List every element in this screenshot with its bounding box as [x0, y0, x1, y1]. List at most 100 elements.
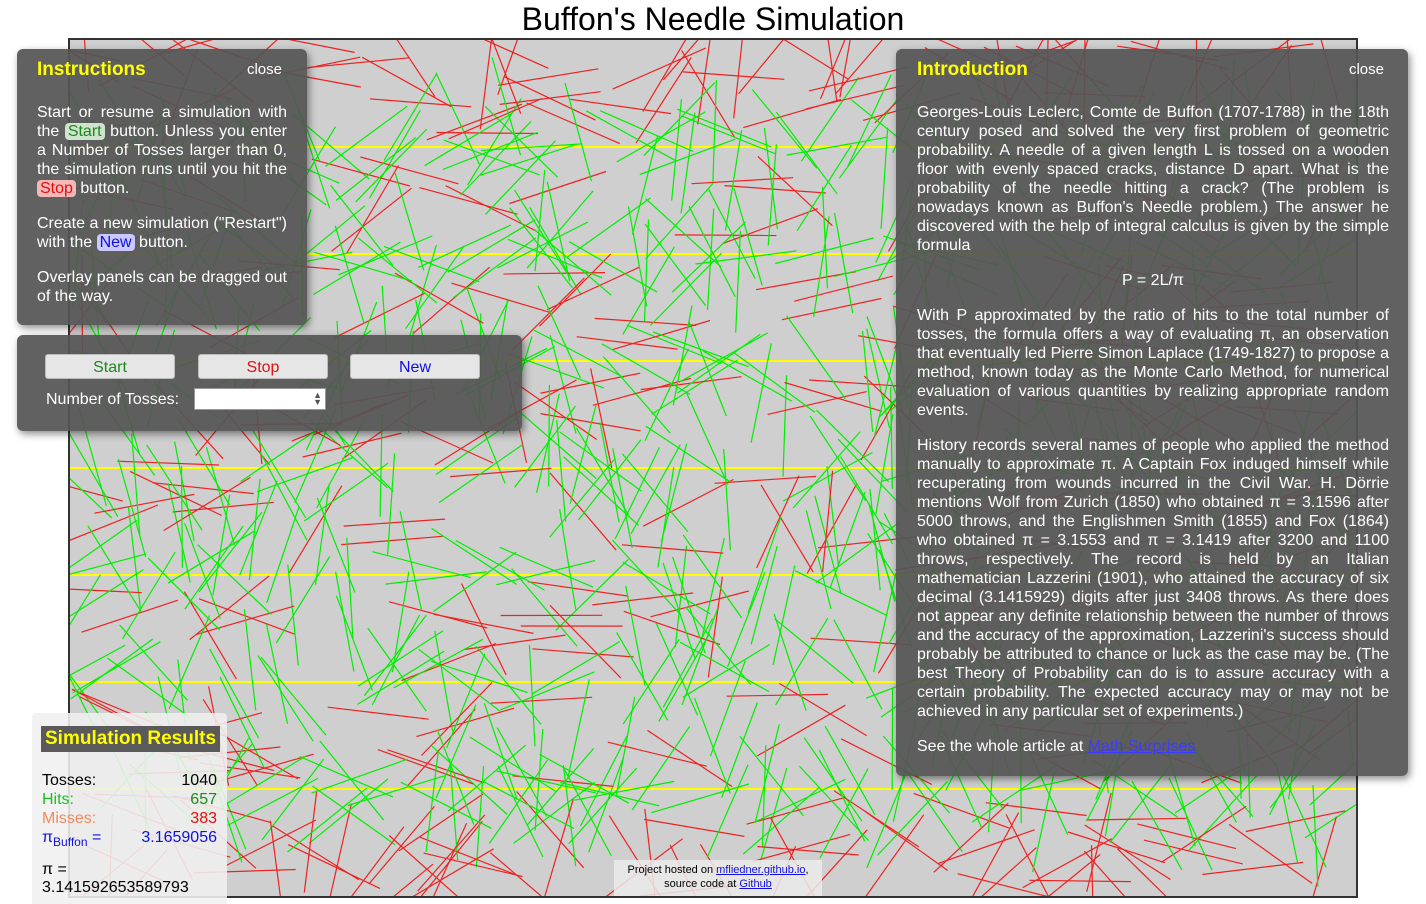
needle-miss: [393, 863, 434, 896]
needle-hit: [814, 495, 842, 595]
needle-hit: [147, 557, 221, 631]
needle-hit: [803, 737, 863, 822]
instructions-panel[interactable]: Instructions close Start or resume a sim…: [17, 49, 307, 325]
needle-miss: [1083, 850, 1126, 896]
needle-miss: [757, 704, 846, 757]
needle-miss: [781, 297, 882, 321]
needle-hit: [287, 787, 368, 853]
instructions-paragraph-1: Start or resume a simulation with the St…: [37, 104, 287, 197]
needle-miss: [343, 518, 446, 527]
needle-hit: [652, 331, 749, 368]
needle-hit: [266, 506, 300, 604]
needle-hit: [549, 458, 616, 538]
needle-miss: [433, 823, 468, 896]
introduction-panel[interactable]: Introduction close Georges-Louis Leclerc…: [896, 49, 1408, 776]
needle-miss: [423, 852, 523, 878]
needle-hit: [431, 527, 517, 585]
needle-hit: [567, 197, 651, 258]
needle-miss: [594, 317, 697, 326]
introduction-close-button[interactable]: close: [1348, 61, 1384, 78]
needle-hit: [513, 781, 596, 844]
needle-hit: [643, 219, 650, 322]
needle-miss: [810, 637, 912, 646]
github-link[interactable]: Github: [739, 878, 772, 890]
needle-miss: [288, 485, 343, 574]
needle-hit: [559, 509, 577, 610]
needle-miss: [809, 379, 911, 388]
needle-miss: [752, 833, 851, 863]
needle-miss: [302, 432, 402, 458]
needle-miss: [152, 482, 254, 495]
needle-hit: [260, 656, 327, 736]
needle-miss: [497, 68, 599, 86]
needle-hit: [534, 169, 546, 272]
needle-hit: [688, 205, 736, 298]
needle-miss: [738, 40, 784, 95]
instructions-close-button[interactable]: close: [246, 61, 282, 78]
needle-hit: [742, 786, 820, 855]
needle-hit: [496, 727, 548, 817]
needle-hit: [227, 777, 319, 826]
needle-hit: [682, 534, 743, 619]
introduction-see-article: See the whole article at Math Surprises: [917, 738, 1196, 755]
needle-hit: [252, 430, 307, 519]
needle-hit: [316, 497, 356, 593]
needle-miss: [1084, 824, 1171, 881]
needle-miss: [460, 583, 507, 676]
stop-tag: Stop: [37, 180, 76, 197]
needle-miss: [783, 40, 849, 80]
needle-hit: [453, 237, 537, 299]
needle-hit: [630, 444, 681, 534]
introduction-title: Introduction: [917, 59, 1028, 80]
math-surprises-link[interactable]: Math Surprises: [1087, 738, 1196, 755]
needle-hit: [735, 230, 741, 333]
needle-hit: [559, 431, 643, 492]
needle-hit: [72, 641, 161, 694]
needle-hit: [399, 511, 423, 611]
needle-hit: [325, 105, 408, 167]
stop-button[interactable]: Stop: [198, 354, 328, 379]
needle-miss: [189, 575, 270, 641]
start-button[interactable]: Start: [45, 354, 175, 379]
needle-miss: [81, 599, 179, 633]
needle-hit: [532, 641, 621, 695]
needle-miss: [864, 810, 949, 871]
needle-hit: [751, 89, 818, 169]
needle-hit: [1131, 781, 1183, 871]
needle-hit: [626, 324, 722, 365]
new-button[interactable]: New: [350, 354, 480, 379]
needle-hit: [70, 433, 119, 517]
github-io-link[interactable]: mfliedner.github.io: [716, 864, 806, 876]
needle-miss: [779, 682, 868, 737]
needle-miss: [623, 610, 721, 646]
needle-miss: [509, 170, 607, 205]
needle-miss: [269, 820, 281, 896]
needle-miss: [419, 187, 518, 215]
needle-hit: [275, 556, 331, 644]
needle-hit: [818, 749, 866, 842]
needle-hit: [819, 768, 869, 859]
stepper-icon[interactable]: ▲ ▼: [313, 390, 322, 407]
needle-hit: [447, 219, 536, 273]
results-panel[interactable]: Simulation Results Tosses: 1040 Hits: 65…: [32, 713, 227, 904]
needle-miss: [512, 775, 614, 787]
needle-hit: [680, 112, 696, 214]
needle-hit: [651, 359, 738, 415]
needle-hit: [772, 565, 796, 666]
needle-hit: [786, 315, 846, 400]
needle-hit: [724, 130, 743, 231]
hits-label: Hits:: [42, 791, 74, 808]
needle-miss: [865, 814, 925, 896]
needle-miss: [394, 272, 484, 324]
needle-miss: [272, 825, 360, 881]
controls-panel[interactable]: Start Stop New Number of Tosses: ▲ ▼: [17, 335, 522, 431]
needle-miss: [570, 98, 672, 115]
needle-hit: [316, 418, 366, 509]
needle-hit: [355, 128, 428, 203]
needle-hit: [546, 181, 571, 282]
needle-hit: [121, 551, 176, 640]
tosses-input[interactable]: ▲ ▼: [194, 388, 326, 410]
needle-miss: [707, 576, 723, 678]
needle-miss: [784, 381, 883, 412]
needle-hit: [497, 221, 589, 269]
